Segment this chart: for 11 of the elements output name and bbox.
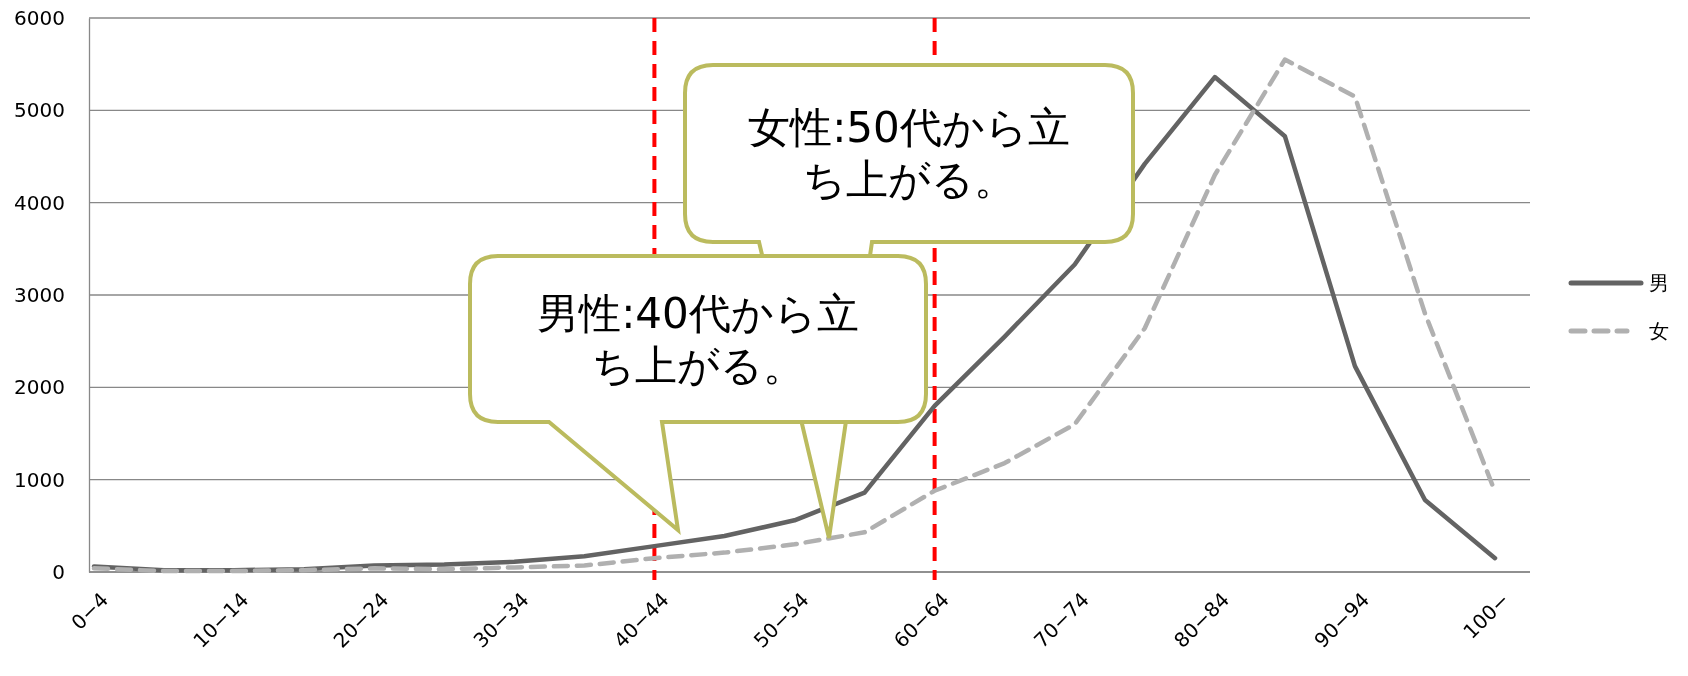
legend-label: 男 — [1649, 271, 1669, 295]
legend-label: 女 — [1649, 319, 1669, 343]
y-tick-label: 0 — [52, 559, 65, 584]
y-tick-label: 1000 — [14, 467, 65, 492]
y-tick-label: 6000 — [14, 5, 65, 30]
y-tick-label: 5000 — [14, 98, 65, 123]
y-tick-label: 4000 — [14, 190, 65, 215]
annotation: 女性:50代から立ち上がる。 — [748, 103, 1070, 205]
y-tick-label: 2000 — [14, 375, 65, 400]
y-tick-label: 3000 — [14, 282, 65, 307]
annotation: 男性:40代から立ち上がる。 — [537, 288, 859, 390]
